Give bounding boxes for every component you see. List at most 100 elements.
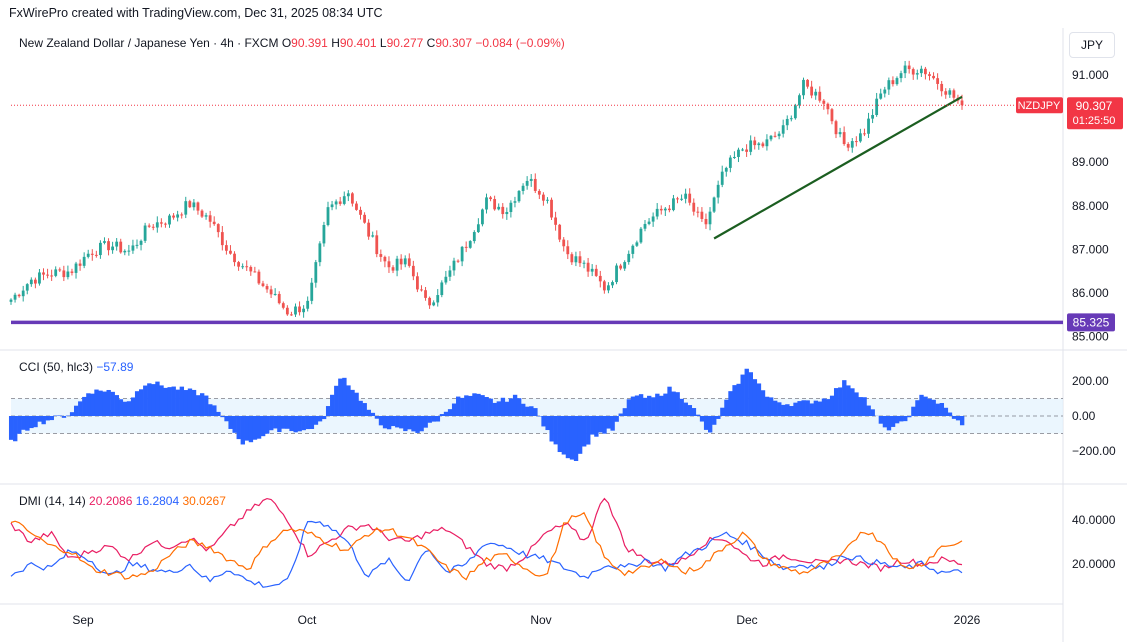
candle xyxy=(420,285,423,292)
candle xyxy=(940,80,944,97)
dmi-legend: DMI (14, 14) 20.2086 16.2804 30.0267 xyxy=(19,494,226,508)
candle-body xyxy=(802,79,805,96)
candle-body xyxy=(346,193,350,197)
candle xyxy=(924,66,927,80)
cci-bar xyxy=(386,416,392,430)
candle-body xyxy=(342,196,346,204)
price-tick-label: 87.000 xyxy=(1072,242,1109,256)
cci-bar xyxy=(464,395,469,416)
cci-bar xyxy=(265,416,270,434)
cci-bar xyxy=(773,400,778,416)
candle-body xyxy=(485,197,488,210)
time-tick-label: 2026 xyxy=(954,613,981,627)
candle-body xyxy=(196,202,200,211)
candle xyxy=(501,203,505,219)
candle xyxy=(720,165,724,188)
candle xyxy=(326,201,330,227)
candle xyxy=(818,86,822,103)
candle xyxy=(789,115,793,122)
candle xyxy=(432,300,436,307)
candle-body xyxy=(180,214,184,216)
cci-bar xyxy=(90,393,95,416)
cci-bar xyxy=(390,416,396,427)
candle xyxy=(932,72,935,80)
currency-button[interactable]: JPY xyxy=(1069,32,1115,58)
candle-body xyxy=(493,199,497,210)
cci-bar xyxy=(683,402,688,416)
price-pane[interactable] xyxy=(9,60,1063,325)
candle xyxy=(566,240,570,260)
cci-bar xyxy=(809,403,814,416)
cci-bar xyxy=(655,393,660,416)
candle xyxy=(135,239,139,249)
cci-bar xyxy=(768,397,774,416)
cci-label: CCI (50, hlc3) xyxy=(19,360,94,374)
cci-bar xyxy=(134,391,140,416)
candle-body xyxy=(448,270,452,277)
candle xyxy=(46,268,49,279)
cci-bar xyxy=(712,416,717,425)
candle-body xyxy=(728,157,732,168)
cci-bar xyxy=(395,416,400,428)
candle xyxy=(21,285,25,302)
candle xyxy=(318,241,322,267)
candle xyxy=(208,210,212,228)
cci-bar xyxy=(49,416,54,421)
cci-bar xyxy=(61,416,67,418)
cci-bar xyxy=(240,416,245,445)
cci-bar xyxy=(833,388,839,416)
cci-bar xyxy=(151,384,156,416)
candle xyxy=(619,263,623,271)
candle xyxy=(151,224,155,231)
chart-header: FxWirePro created with TradingView.com, … xyxy=(9,6,383,20)
dmi-pane[interactable] xyxy=(10,497,963,588)
cci-bar xyxy=(277,416,282,432)
cci-bar xyxy=(212,405,217,416)
candle xyxy=(773,131,777,138)
candle xyxy=(25,283,29,295)
candles xyxy=(9,60,964,318)
candle-body xyxy=(172,215,175,218)
candle xyxy=(781,119,785,138)
candle-body xyxy=(700,211,704,219)
candle-body xyxy=(627,253,631,263)
candle-body xyxy=(651,216,655,222)
candle xyxy=(948,88,952,98)
candle xyxy=(322,221,326,247)
cci-bar xyxy=(728,391,733,416)
cci-pane[interactable] xyxy=(8,368,1063,462)
candle-body xyxy=(607,285,610,291)
candle-body xyxy=(505,212,509,215)
candle-body xyxy=(615,265,618,283)
price-tick-label: 85.000 xyxy=(1072,330,1109,344)
candle xyxy=(737,147,740,163)
candle xyxy=(147,223,151,228)
candle xyxy=(107,238,110,256)
candle-body xyxy=(773,135,777,137)
candle xyxy=(119,238,123,254)
candle-body xyxy=(854,141,858,143)
cci-value: −57.89 xyxy=(96,360,134,374)
candle xyxy=(765,134,769,151)
candle-body xyxy=(42,272,45,275)
cci-bar xyxy=(330,394,335,416)
candle-body xyxy=(151,226,155,228)
candle-body xyxy=(420,289,423,291)
candle xyxy=(493,195,497,211)
candle xyxy=(38,268,41,286)
candle-body xyxy=(753,140,757,146)
cci-bar xyxy=(943,407,949,416)
cci-bar xyxy=(159,385,164,416)
candle-body xyxy=(810,86,814,96)
candle-body xyxy=(533,178,537,191)
candle-body xyxy=(863,133,866,135)
candle-body xyxy=(13,294,17,300)
cci-bar xyxy=(586,416,591,445)
cci-bar xyxy=(707,416,713,433)
candle xyxy=(367,219,371,240)
cci-bar xyxy=(69,412,75,416)
candle-body xyxy=(611,282,614,286)
cci-bar xyxy=(699,416,705,422)
last-price-tag xyxy=(1067,97,1123,130)
